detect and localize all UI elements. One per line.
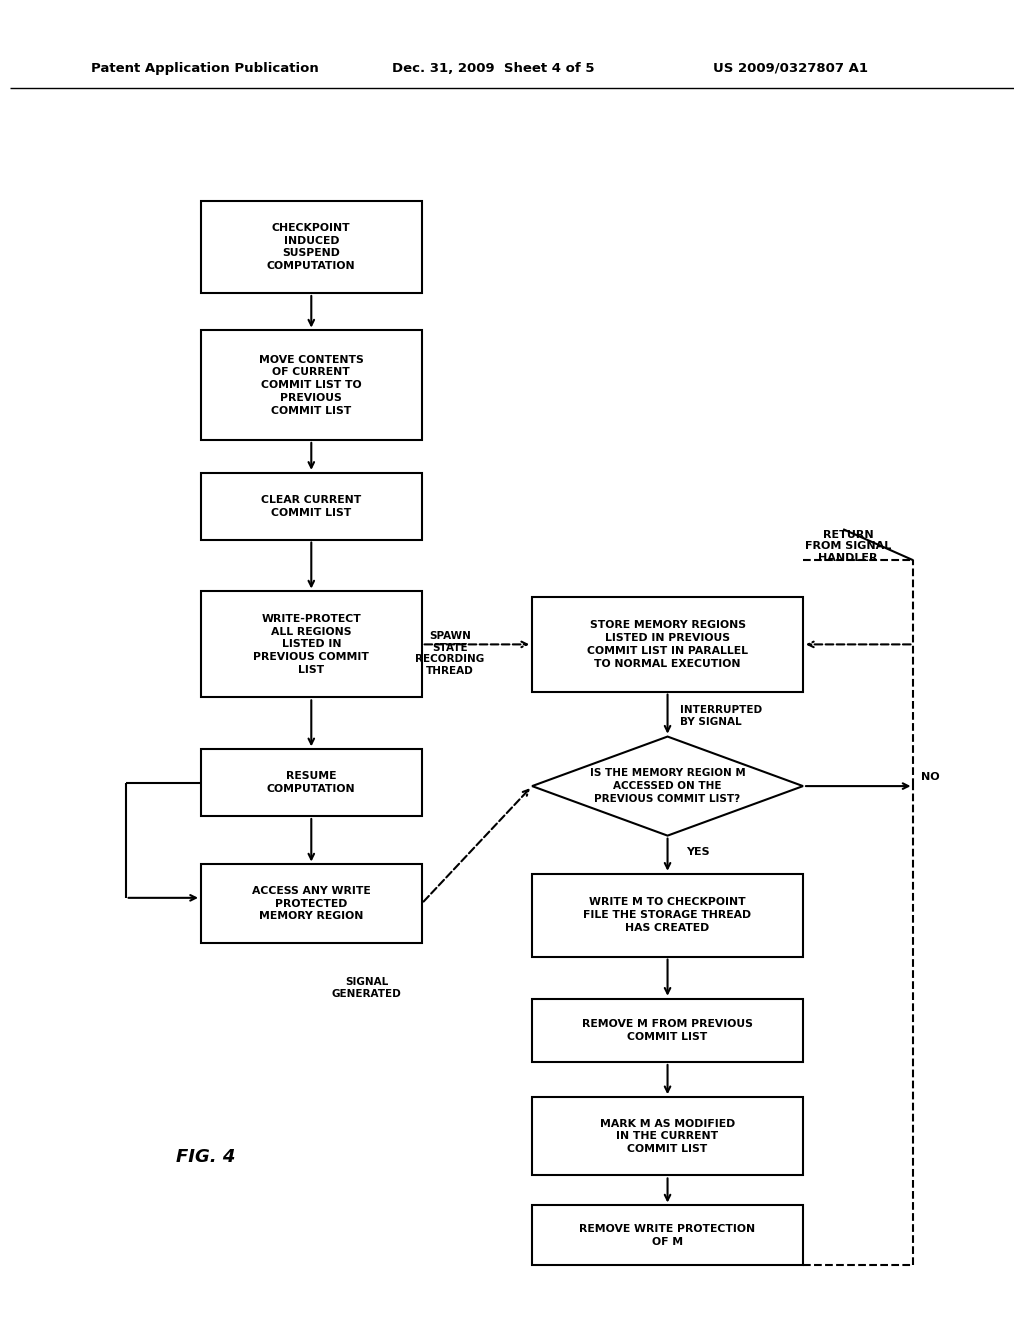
- FancyBboxPatch shape: [532, 1097, 803, 1176]
- Text: SIGNAL
GENERATED: SIGNAL GENERATED: [332, 977, 401, 999]
- Text: ACCESS ANY WRITE
PROTECTED
MEMORY REGION: ACCESS ANY WRITE PROTECTED MEMORY REGION: [252, 886, 371, 921]
- FancyBboxPatch shape: [201, 330, 422, 440]
- FancyBboxPatch shape: [532, 1205, 803, 1266]
- FancyBboxPatch shape: [532, 874, 803, 957]
- Text: REMOVE M FROM PREVIOUS
COMMIT LIST: REMOVE M FROM PREVIOUS COMMIT LIST: [582, 1019, 753, 1041]
- FancyBboxPatch shape: [201, 201, 422, 293]
- Text: REMOVE WRITE PROTECTION
OF M: REMOVE WRITE PROTECTION OF M: [580, 1224, 756, 1247]
- Text: RETURN
FROM SIGNAL
HANDLER: RETURN FROM SIGNAL HANDLER: [805, 529, 891, 564]
- Text: CHECKPOINT
INDUCED
SUSPEND
COMPUTATION: CHECKPOINT INDUCED SUSPEND COMPUTATION: [267, 223, 355, 271]
- Text: FIG. 4: FIG. 4: [176, 1148, 236, 1166]
- Text: CLEAR CURRENT
COMMIT LIST: CLEAR CURRENT COMMIT LIST: [261, 495, 361, 517]
- Text: US 2009/0327807 A1: US 2009/0327807 A1: [713, 62, 867, 75]
- Text: WRITE M TO CHECKPOINT
FILE THE STORAGE THREAD
HAS CREATED: WRITE M TO CHECKPOINT FILE THE STORAGE T…: [584, 898, 752, 933]
- Text: RESUME
COMPUTATION: RESUME COMPUTATION: [267, 771, 355, 795]
- Text: Dec. 31, 2009  Sheet 4 of 5: Dec. 31, 2009 Sheet 4 of 5: [391, 62, 594, 75]
- Text: MARK M AS MODIFIED
IN THE CURRENT
COMMIT LIST: MARK M AS MODIFIED IN THE CURRENT COMMIT…: [600, 1118, 735, 1154]
- FancyBboxPatch shape: [201, 865, 422, 942]
- FancyBboxPatch shape: [201, 591, 422, 697]
- Text: NO: NO: [922, 772, 940, 781]
- Text: SPAWN
STATE
RECORDING
THREAD: SPAWN STATE RECORDING THREAD: [415, 631, 484, 676]
- Text: MOVE CONTENTS
OF CURRENT
COMMIT LIST TO
PREVIOUS
COMMIT LIST: MOVE CONTENTS OF CURRENT COMMIT LIST TO …: [259, 355, 364, 416]
- FancyBboxPatch shape: [201, 473, 422, 540]
- Text: IS THE MEMORY REGION M
ACCESSED ON THE
PREVIOUS COMMIT LIST?: IS THE MEMORY REGION M ACCESSED ON THE P…: [590, 768, 745, 804]
- Text: INTERRUPTED
BY SIGNAL: INTERRUPTED BY SIGNAL: [680, 705, 762, 727]
- FancyBboxPatch shape: [532, 999, 803, 1063]
- Text: STORE MEMORY REGIONS
LISTED IN PREVIOUS
COMMIT LIST IN PARALLEL
TO NORMAL EXECUT: STORE MEMORY REGIONS LISTED IN PREVIOUS …: [587, 620, 749, 669]
- FancyBboxPatch shape: [532, 597, 803, 692]
- FancyBboxPatch shape: [201, 750, 422, 816]
- Polygon shape: [532, 737, 803, 836]
- Text: WRITE-PROTECT
ALL REGIONS
LISTED IN
PREVIOUS COMMIT
LIST: WRITE-PROTECT ALL REGIONS LISTED IN PREV…: [253, 614, 370, 675]
- Text: Patent Application Publication: Patent Application Publication: [90, 62, 318, 75]
- Text: YES: YES: [686, 847, 710, 857]
